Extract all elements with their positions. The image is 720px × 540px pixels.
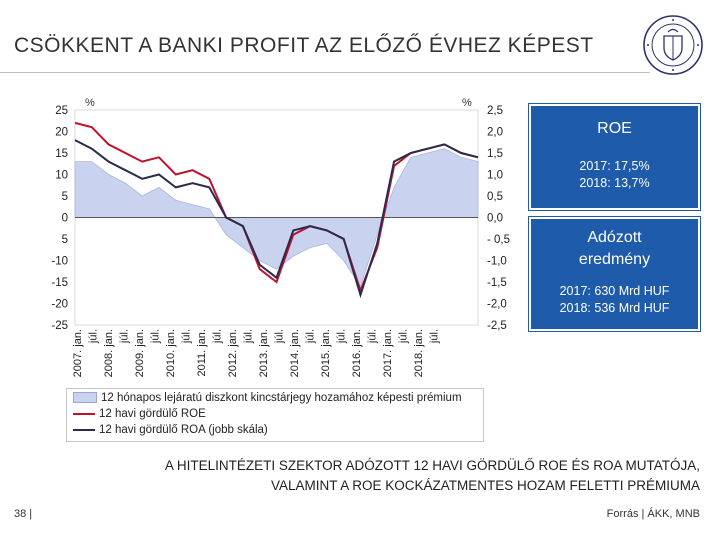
- x-tick-label: 2011. jan.: [196, 329, 208, 377]
- x-tick-label: 2013. jan.: [258, 329, 270, 377]
- chart-caption: A HITELINTÉZETI SZEKTOR ADÓZOTT 12 HAVI …: [80, 456, 700, 496]
- left-tick-label: 5: [62, 191, 68, 203]
- left-tick-label: -10: [51, 256, 68, 268]
- x-tick-label: 2012. jan.: [227, 329, 239, 377]
- left-tick-label: 5: [62, 234, 68, 246]
- x-tick-label: 2007. jan.: [72, 329, 84, 377]
- roe-2018: 2018: 13,7%: [579, 176, 650, 190]
- x-tick-label: júl.: [336, 329, 348, 344]
- right-tick-label: - 0,5: [487, 234, 510, 246]
- title-divider: [0, 72, 650, 73]
- profit-2017: 2017: 630 Mrd HUF: [559, 284, 670, 298]
- series-roa-line: [74, 139, 479, 299]
- legend-item-roa: 12 havi gördülő ROA (jobb skála): [73, 424, 268, 436]
- x-tick-label: júl.: [88, 329, 100, 344]
- legend-item-premium: 12 hónapos lejáratú diszkont kincstárjeg…: [73, 392, 462, 404]
- legend-label-roa: 12 havi gördülő ROA (jobb skála): [99, 424, 268, 436]
- roe-2017: 2017: 17,5%: [579, 159, 650, 173]
- roe-box-title: ROE: [597, 120, 632, 137]
- profit-2018: 2018: 536 Mrd HUF: [559, 301, 670, 315]
- right-tick-label: -2,5: [487, 320, 507, 332]
- title-band: CSÖKKENT A BANKI PROFIT AZ ELŐZŐ ÉVHEZ K…: [0, 0, 720, 84]
- legend-item-roe: 12 havi gördülő ROE: [73, 408, 206, 420]
- chart-legend: 12 hónapos lejáratú diszkont kincstárjeg…: [66, 388, 484, 442]
- right-tick-label: -1,5: [487, 277, 507, 289]
- source-note: Forrás | ÁKK, MNB: [606, 508, 700, 520]
- seal-logo: [643, 15, 703, 75]
- page-number: 38 |: [14, 508, 33, 520]
- right-tick-label: 2,0: [487, 127, 503, 139]
- x-tick-label: 2018. jan.: [413, 329, 425, 377]
- legend-label-roe: 12 havi gördülő ROE: [99, 408, 206, 420]
- caption-line1: A HITELINTÉZETI SZEKTOR ADÓZOTT 12 HAVI …: [164, 458, 700, 473]
- x-tick-label: júl.: [119, 329, 131, 344]
- legend-swatch-premium: [73, 392, 97, 404]
- left-tick-label: -25: [51, 320, 68, 332]
- left-tick-label: -15: [51, 277, 68, 289]
- right-tick-label: -1,0: [487, 256, 507, 268]
- x-tick-label: 2009. jan.: [134, 329, 146, 377]
- x-tick-label: júl.: [274, 329, 286, 344]
- left-tick-label: 0: [62, 213, 68, 225]
- left-tick-label: 10: [55, 170, 68, 182]
- x-tick-label: júl.: [181, 329, 193, 344]
- roe-info-box: ROE 2017: 17,5% 2018: 13,7%: [529, 104, 700, 210]
- x-tick-label: 2010. jan.: [165, 329, 177, 377]
- x-tick-label: júl.: [243, 329, 255, 344]
- right-tick-label: 1,0: [487, 170, 503, 182]
- caption-line2: VALAMINT A ROE KOCKÁZATMENTES HOZAM FELE…: [270, 478, 700, 493]
- x-tick-label: 2017. jan.: [382, 329, 394, 377]
- left-tick-label: 25: [55, 105, 68, 117]
- left-tick-label: 20: [55, 127, 68, 139]
- right-tick-label: 0,5: [487, 191, 503, 203]
- profit-box-title-line1: Adózott: [587, 229, 642, 246]
- right-tick-label: -2,0: [487, 299, 507, 311]
- x-tick-label: júl.: [212, 329, 224, 344]
- left-tick-label: -20: [51, 299, 68, 311]
- x-tick-label: 2016. jan.: [351, 329, 363, 377]
- right-tick-label: 2,5: [487, 105, 503, 117]
- legend-label-premium: 12 hónapos lejáratú diszkont kincstárjeg…: [101, 392, 462, 404]
- left-axis-unit: %: [85, 97, 95, 109]
- legend-swatch-roe: [73, 412, 95, 415]
- x-tick-label: 2015. jan.: [320, 329, 332, 377]
- x-tick-label: júl.: [429, 329, 441, 344]
- x-tick-label: júl.: [398, 329, 410, 344]
- right-tick-label: 0,0: [487, 213, 503, 225]
- x-tick-label: júl.: [305, 329, 317, 344]
- profit-info-box: Adózott eredmény 2017: 630 Mrd HUF 2018:…: [529, 217, 700, 331]
- page-title: CSÖKKENT A BANKI PROFIT AZ ELŐZŐ ÉVHEZ K…: [14, 34, 594, 57]
- left-tick-label: 15: [55, 148, 68, 160]
- chart: % % 25 20 15 10 5 0 5 -10 -15 -20 -25 2,5 2,0 1,5 1,0 0,5…: [51, 97, 510, 377]
- x-tick-label: júl.: [367, 329, 379, 344]
- right-tick-label: 1,5: [487, 148, 503, 160]
- profit-box-title-line2: eredmény: [578, 251, 651, 268]
- right-axis-unit: %: [462, 97, 472, 109]
- legend-swatch-roa: [73, 428, 95, 431]
- x-tick-label: 2008. jan.: [103, 329, 115, 377]
- x-tick-label: 2014. jan.: [289, 329, 301, 377]
- x-tick-label: júl.: [150, 329, 162, 344]
